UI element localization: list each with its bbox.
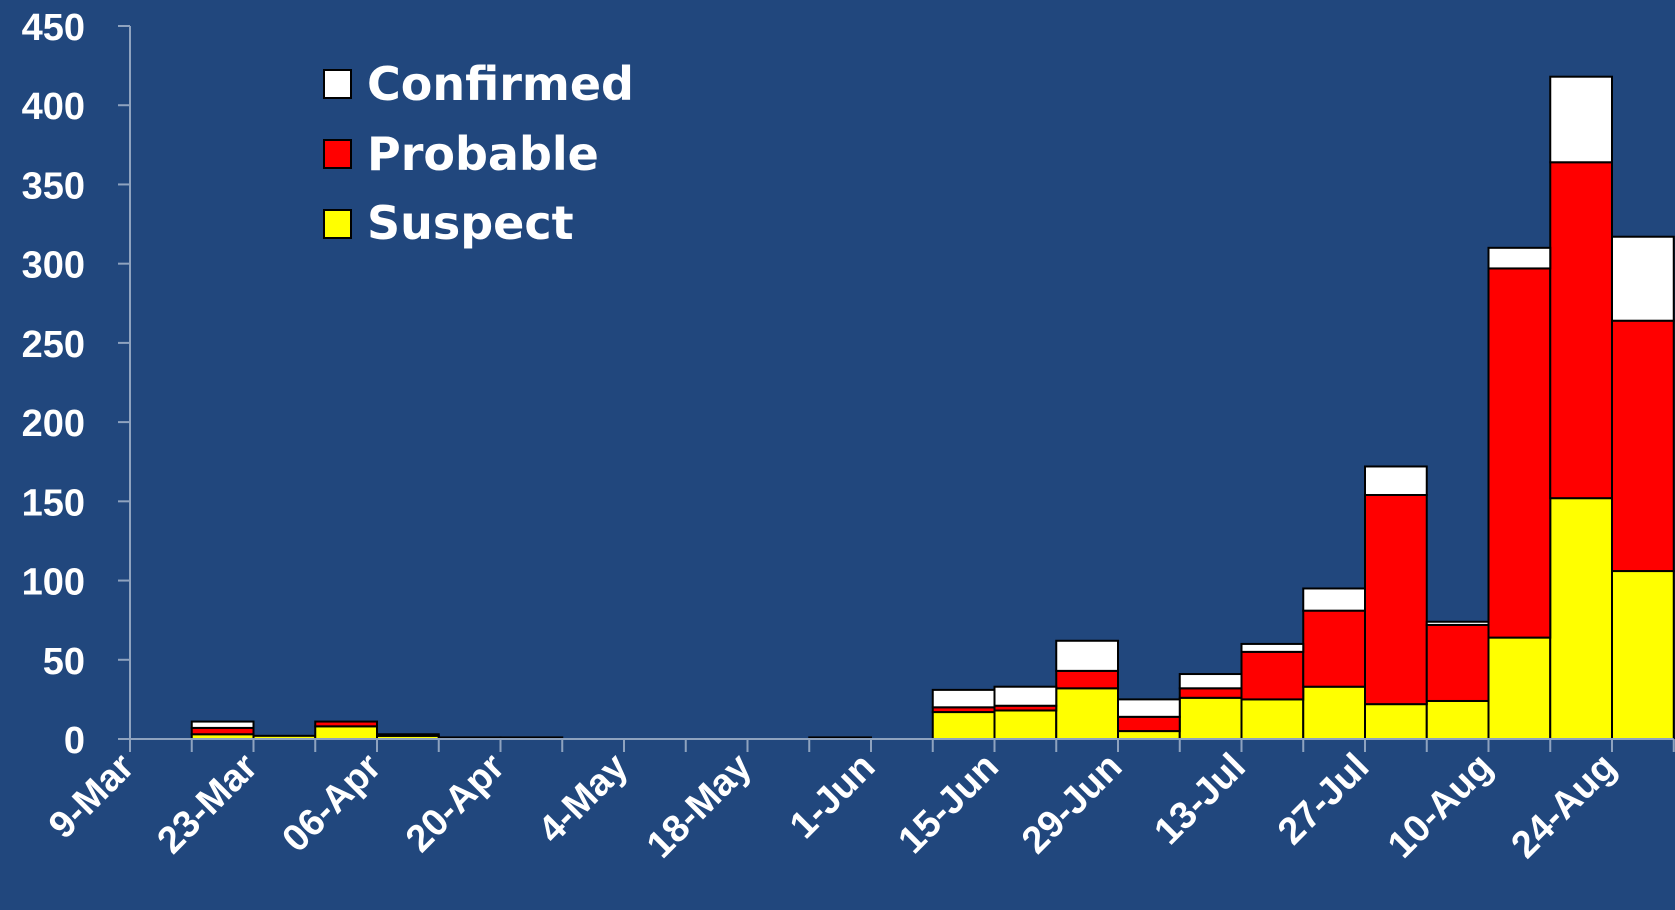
bar-suspect-17 [1178, 696, 1243, 740]
bar-probable-23 [1549, 161, 1613, 500]
bar-suspect-22 [1487, 636, 1552, 741]
x-tick-label-11: 10-Aug [1380, 746, 1501, 867]
bar-confirmed-1 [190, 720, 255, 729]
bar-confirmed-17 [1178, 673, 1243, 690]
bar-probable-4 [376, 733, 440, 737]
legend-label-suspect: Suspect [367, 196, 574, 250]
bar-probable-20 [1364, 493, 1428, 706]
bar-suspect-24 [1611, 570, 1675, 740]
bar-probable-19 [1302, 609, 1366, 688]
y-tick-label-200: 200 [22, 403, 85, 445]
bar-area [190, 75, 1675, 741]
bar-suspect-21 [1425, 699, 1490, 740]
bar-suspect-19 [1302, 685, 1366, 740]
bar-confirmed-23 [1549, 75, 1613, 164]
bar-confirmed-18 [1240, 642, 1305, 653]
bar-suspect-13 [931, 711, 996, 741]
y-tick-label-50: 50 [43, 641, 85, 683]
bar-confirmed-19 [1302, 587, 1366, 612]
y-tick-label-300: 300 [22, 245, 85, 287]
y-tick-label-250: 250 [22, 324, 85, 366]
legend-label-probable: Probable [367, 127, 599, 181]
bar-suspect-14 [993, 709, 1058, 740]
bar-probable-18 [1240, 650, 1305, 701]
y-tick-label-350: 350 [22, 165, 85, 207]
bar-suspect-3 [314, 725, 378, 741]
bar-probable-3 [314, 720, 378, 728]
bar-probable-22 [1487, 267, 1552, 639]
x-tick-label-4: 4-May [530, 746, 636, 852]
bar-suspect-16 [1117, 730, 1181, 740]
x-tick-label-12: 24-Aug [1504, 746, 1625, 867]
y-tick-label-450: 450 [22, 7, 85, 49]
legend: Confirmed Probable Suspect [323, 57, 634, 250]
x-tick-label-6: 1-Jun [782, 746, 883, 847]
bar-suspect-23 [1549, 497, 1613, 741]
bar-suspect-18 [1240, 698, 1305, 741]
legend-item-probable: Probable [323, 127, 599, 181]
legend-swatch-probable [323, 139, 352, 169]
legend-item-confirmed: Confirmed [323, 57, 634, 111]
x-tick-label-1: 23-Mar [150, 746, 266, 862]
bar-probable-16 [1117, 715, 1181, 733]
y-tick-label-100: 100 [22, 562, 85, 604]
x-tick-label-5: 18-May [639, 746, 760, 867]
bar-suspect-15 [1055, 687, 1119, 741]
bar-confirmed-24 [1611, 235, 1675, 322]
bar-confirmed-20 [1364, 465, 1428, 496]
y-tick-label-400: 400 [22, 86, 85, 128]
y-tick-label-150: 150 [22, 482, 85, 524]
x-tick-label-9: 13-Jul [1147, 746, 1254, 853]
bar-probable-17 [1178, 687, 1243, 699]
legend-swatch-suspect [323, 209, 352, 239]
legend-item-suspect: Suspect [323, 196, 574, 250]
x-tick-label-10: 27-Jul [1270, 746, 1377, 853]
x-tick-label-0: 9-Mar [41, 746, 143, 848]
bar-probable-24 [1611, 319, 1675, 573]
bar-confirmed-16 [1117, 698, 1181, 718]
x-tick-label-7: 15-Jun [891, 746, 1007, 862]
bar-probable-15 [1055, 669, 1119, 690]
x-tick-label-2: 06-Apr [275, 746, 390, 861]
bar-confirmed-14 [993, 685, 1058, 707]
bar-confirmed-13 [931, 688, 996, 709]
x-tick-label-3: 20-Apr [398, 746, 513, 861]
bar-confirmed-15 [1055, 639, 1119, 672]
bar-confirmed-22 [1487, 246, 1552, 270]
bar-probable-21 [1425, 623, 1490, 702]
legend-label-confirmed: Confirmed [367, 57, 634, 111]
y-tick-label-0: 0 [64, 720, 85, 762]
bar-suspect-20 [1364, 703, 1428, 740]
x-tick-label-8: 29-Jun [1014, 746, 1130, 862]
legend-swatch-confirmed [323, 69, 352, 99]
bar-confirmed-21 [1425, 620, 1490, 626]
